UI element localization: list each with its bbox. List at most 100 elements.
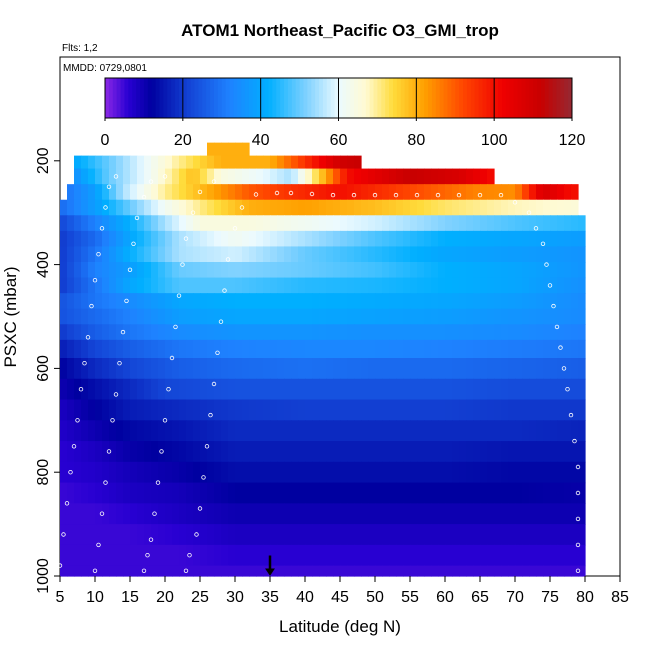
heatmap-cell <box>403 324 411 341</box>
colorbar-segment <box>517 78 522 118</box>
heatmap-cell <box>340 155 348 170</box>
flight-point <box>477 192 483 198</box>
heatmap-cell <box>403 184 411 201</box>
heatmap-cell <box>277 503 285 525</box>
heatmap-cell <box>361 565 369 577</box>
flight-point <box>211 179 217 184</box>
heatmap-cell <box>74 277 82 294</box>
heatmap-cell <box>74 262 82 279</box>
heatmap-cell <box>270 155 278 170</box>
heatmap-cell <box>473 378 481 401</box>
heatmap-cell <box>88 565 96 577</box>
heatmap-cell <box>256 441 264 463</box>
heatmap-cell <box>284 420 292 442</box>
heatmap-cell <box>249 199 257 216</box>
heatmap-cell <box>326 378 334 401</box>
heatmap-cell <box>235 230 243 248</box>
flight-point <box>435 192 441 198</box>
heatmap-cell <box>95 168 103 185</box>
heatmap-cell <box>515 441 523 463</box>
heatmap-cell <box>368 277 376 294</box>
heatmap-cell <box>137 215 145 232</box>
heatmap-cell <box>158 308 166 325</box>
x-tick-label: 85 <box>611 589 629 606</box>
heatmap-cell <box>466 565 474 577</box>
heatmap-cell <box>459 339 467 359</box>
colorbar <box>104 77 573 119</box>
heatmap-cell <box>487 399 495 421</box>
heatmap-cell <box>179 378 187 401</box>
colorbar-segment <box>330 78 336 118</box>
heatmap-cell <box>193 378 201 401</box>
heatmap-cell <box>389 461 397 484</box>
heatmap-cell <box>109 441 117 463</box>
heatmap-cell <box>501 378 509 401</box>
heatmap-cell <box>361 544 369 567</box>
heatmap-cell <box>88 262 96 279</box>
heatmap-cell <box>578 524 586 546</box>
colorbar-segment <box>474 78 480 118</box>
heatmap-cell <box>242 544 250 567</box>
chart-title: ATOM1 Northeast_Pacific O3_GMI_trop <box>181 21 499 40</box>
heatmap-cell <box>102 482 110 504</box>
colorbar-tick-label: 20 <box>174 132 192 149</box>
heatmap-cell <box>151 184 159 201</box>
heatmap-cell <box>368 308 376 325</box>
colorbar-segment <box>540 78 546 118</box>
heatmap-cell <box>291 358 299 380</box>
heatmap-cell <box>60 378 68 401</box>
heatmap-cell <box>137 246 145 263</box>
heatmap-cell <box>312 461 320 484</box>
heatmap-cell <box>522 324 530 341</box>
heatmap-cell <box>95 461 103 484</box>
flight-point <box>134 215 140 221</box>
heatmap-cell <box>214 565 222 577</box>
heatmap-cell <box>452 358 460 380</box>
heatmap-cell <box>389 378 397 401</box>
heatmap-cell <box>354 230 362 248</box>
heatmap-cell <box>424 399 432 421</box>
heatmap-cell <box>228 142 236 157</box>
colorbar-segment <box>280 78 285 118</box>
heatmap-cell <box>291 293 299 310</box>
heatmap-cell <box>60 441 68 463</box>
heatmap-cell <box>333 358 341 380</box>
heatmap-cell <box>88 324 96 341</box>
heatmap-cell <box>165 503 173 525</box>
heatmap-cell <box>333 339 341 359</box>
heatmap-cell <box>368 215 376 232</box>
heatmap-cell <box>158 262 166 279</box>
heatmap-cell <box>417 230 425 248</box>
flight-point <box>141 194 147 200</box>
heatmap-cell <box>417 482 425 504</box>
heatmap-cell <box>368 293 376 310</box>
heatmap-cell <box>263 378 271 401</box>
heatmap-cell <box>207 230 215 248</box>
colorbar-segment <box>439 78 445 118</box>
heatmap-cell <box>522 308 530 325</box>
heatmap-cell <box>214 168 222 185</box>
heatmap-cell <box>186 324 194 341</box>
heatmap-cell <box>305 358 313 380</box>
heatmap-cell <box>319 293 327 310</box>
heatmap-cell <box>382 503 390 525</box>
heatmap-cell <box>361 308 369 325</box>
heatmap-cell <box>396 230 404 248</box>
colorbar-segment <box>159 78 164 118</box>
heatmap-cell <box>137 544 145 567</box>
heatmap-cell <box>375 503 383 525</box>
heatmap-cell <box>396 184 404 201</box>
heatmap-cell <box>235 441 243 463</box>
colorbar-segment <box>408 78 413 118</box>
heatmap-cell <box>284 262 292 279</box>
heatmap-cell <box>347 399 355 421</box>
heatmap-cell <box>137 378 145 401</box>
heatmap-cell <box>144 168 152 185</box>
heatmap-cell <box>277 524 285 546</box>
heatmap-cell <box>333 293 341 310</box>
heatmap-cell <box>88 155 96 170</box>
heatmap-cell <box>438 199 446 216</box>
heatmap-cell <box>473 230 481 248</box>
heatmap-cell <box>256 524 264 546</box>
colorbar-segment <box>431 78 437 118</box>
